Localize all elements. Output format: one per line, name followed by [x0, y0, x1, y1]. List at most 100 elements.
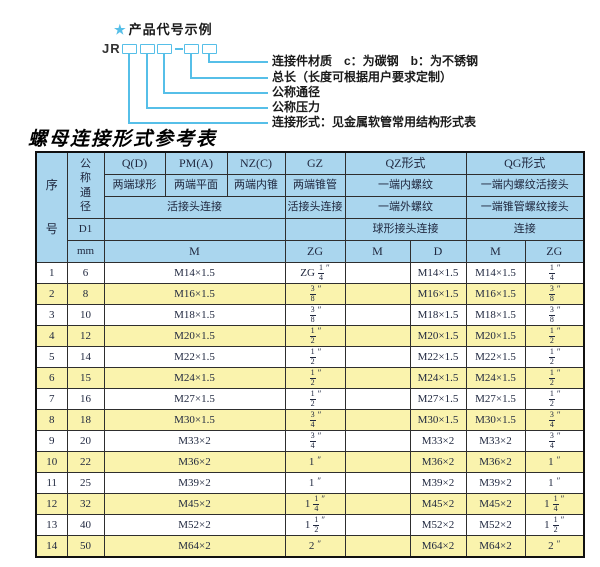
header-m-unit: M — [103, 240, 286, 263]
table-row: 2 8 M16×1.5 3 8 ″ M16×1.5 M16×1.5 3 8 ″ — [35, 283, 585, 305]
table-header: 序号 公称通径 Q(D) PM(A) NZ(C) GZ QZ形式 QG形式 两端… — [35, 151, 585, 263]
qz-m-cell — [344, 430, 411, 452]
connector-line — [208, 61, 268, 63]
qz-m-cell — [344, 325, 411, 347]
qg-m-cell: M14×1.5 — [465, 262, 526, 284]
qz-m-cell — [344, 493, 411, 515]
qg-m-cell: M39×2 — [465, 472, 526, 494]
dn-cell: 25 — [66, 472, 105, 494]
qg-m-cell: M20×1.5 — [465, 325, 526, 347]
qg-m-cell: M24×1.5 — [465, 367, 526, 389]
gz-zg-cell: ZG 1 4 ″ — [284, 262, 346, 284]
header-gz-code: GZ — [284, 151, 346, 175]
header-qz-connection: 球形接头连接 — [344, 218, 467, 241]
seq-cell: 5 — [35, 346, 68, 368]
connector-line — [208, 53, 210, 62]
table-row: 8 18 M30×1.5 3 4 ″ M30×1.5 M30×1.5 3 4 ″ — [35, 409, 585, 431]
dn-cell: 16 — [66, 388, 105, 410]
label-material: 连接件材质 c：为碳钢 b：为不锈钢 — [272, 54, 479, 68]
qg-zg-cell: 3 4 ″ — [524, 430, 585, 452]
qg-zg-cell: 1 2 ″ — [524, 388, 585, 410]
connector-line — [190, 77, 268, 79]
seq-cell: 8 — [35, 409, 68, 431]
table-body: 1 6 M14×1.5 ZG 1 4 ″ M14×1.5 M14×1.5 1 4 ″ 2 8 M16×1.5… — [35, 262, 585, 558]
header-pm-desc: 两端平面 — [164, 174, 228, 197]
qg-m-cell: M27×1.5 — [465, 388, 526, 410]
qg-m-cell: M18×1.5 — [465, 304, 526, 326]
product-code-prefix: JR — [102, 41, 121, 56]
header-qg-unit1: M — [465, 240, 526, 263]
qg-zg-cell: 1 2 ″ — [524, 367, 585, 389]
table-row: 13 40 M52×2 1 1 2 ″ M52×2 M52×2 1 1 2 ″ — [35, 514, 585, 536]
qg-zg-cell: 2 ″ — [524, 535, 585, 558]
qz-d-cell: M30×1.5 — [409, 409, 467, 431]
table-row: 14 50 M64×2 2 ″ M64×2 M64×2 2 ″ — [35, 535, 585, 558]
header-qz-unit2: D — [409, 240, 467, 263]
nut-connection-table: 序号 公称通径 Q(D) PM(A) NZ(C) GZ QZ形式 QG形式 两端… — [35, 151, 585, 558]
header-union-connection: 活接头连接 — [103, 196, 286, 219]
table-row: 9 20 M33×2 3 4 ″ M33×2 M33×2 3 4 ″ — [35, 430, 585, 452]
qz-d-cell: M16×1.5 — [409, 283, 467, 305]
dn-cell: 8 — [66, 283, 105, 305]
m-cell: M16×1.5 — [103, 283, 286, 305]
gz-zg-cell: 1 2 ″ — [284, 346, 346, 368]
header-gz-unit: ZG — [284, 240, 346, 263]
table-row: 10 22 M36×2 1 ″ M36×2 M36×2 1 ″ — [35, 451, 585, 473]
qg-zg-cell: 1 2 ″ — [524, 325, 585, 347]
seq-cell: 13 — [35, 514, 68, 536]
gz-zg-cell: 1 1 4 ″ — [284, 493, 346, 515]
table-row: 6 15 M24×1.5 1 2 ″ M24×1.5 M24×1.5 1 2 ″ — [35, 367, 585, 389]
header-nz-desc: 两端内锥 — [226, 174, 286, 197]
seq-cell: 12 — [35, 493, 68, 515]
qz-m-cell — [344, 451, 411, 473]
label-connection-form: 连接形式：见金属软管常用结构形式表 — [272, 115, 477, 129]
header-qz-desc2: 一端外螺纹 — [344, 196, 467, 219]
qg-m-cell: M16×1.5 — [465, 283, 526, 305]
qg-zg-cell: 3 8 ″ — [524, 304, 585, 326]
m-cell: M24×1.5 — [103, 367, 286, 389]
seq-cell: 1 — [35, 262, 68, 284]
m-cell: M52×2 — [103, 514, 286, 536]
gz-zg-cell: 1 ″ — [284, 451, 346, 473]
m-cell: M33×2 — [103, 430, 286, 452]
qg-zg-cell: 3 8 ″ — [524, 283, 585, 305]
header-gz-connection: 活接头连接 — [284, 196, 346, 219]
m-cell: M64×2 — [103, 535, 286, 558]
diagram-title-text: 产品代号示例 — [128, 22, 213, 37]
seq-cell: 3 — [35, 304, 68, 326]
seq-cell: 14 — [35, 535, 68, 558]
table-row: 4 12 M20×1.5 1 2 ″ M20×1.5 M20×1.5 1 2 ″ — [35, 325, 585, 347]
star-icon: ★ — [114, 22, 127, 37]
dn-cell: 12 — [66, 325, 105, 347]
header-seq: 序号 — [35, 151, 68, 263]
gz-zg-cell: 2 ″ — [284, 535, 346, 558]
qg-m-cell: M33×2 — [465, 430, 526, 452]
header-pm-code: PM(A) — [164, 151, 228, 175]
qz-m-cell — [344, 283, 411, 305]
gz-zg-cell: 3 8 ″ — [284, 283, 346, 305]
m-cell: M45×2 — [103, 493, 286, 515]
qg-m-cell: M30×1.5 — [465, 409, 526, 431]
m-cell: M22×1.5 — [103, 346, 286, 368]
seq-cell: 7 — [35, 388, 68, 410]
qz-d-cell: M36×2 — [409, 451, 467, 473]
gz-zg-cell: 3 8 ″ — [284, 304, 346, 326]
label-nominal-pressure: 公称压力 — [272, 100, 321, 114]
seq-cell: 9 — [35, 430, 68, 452]
qg-m-cell: M45×2 — [465, 493, 526, 515]
gz-zg-cell: 1 2 ″ — [284, 325, 346, 347]
header-qz-desc1: 一端内螺纹 — [344, 174, 467, 197]
dn-cell: 6 — [66, 262, 105, 284]
m-cell: M39×2 — [103, 472, 286, 494]
header-q-code: Q(D) — [103, 151, 166, 175]
qg-zg-cell: 1 1 4 ″ — [524, 493, 585, 515]
qg-zg-cell: 3 4 ″ — [524, 409, 585, 431]
connector-line — [163, 53, 165, 93]
qz-d-cell: M33×2 — [409, 430, 467, 452]
qz-m-cell — [344, 514, 411, 536]
connector-line — [146, 107, 268, 109]
qg-m-cell: M22×1.5 — [465, 346, 526, 368]
header-qg-code: QG形式 — [465, 151, 585, 175]
qz-d-cell: M14×1.5 — [409, 262, 467, 284]
